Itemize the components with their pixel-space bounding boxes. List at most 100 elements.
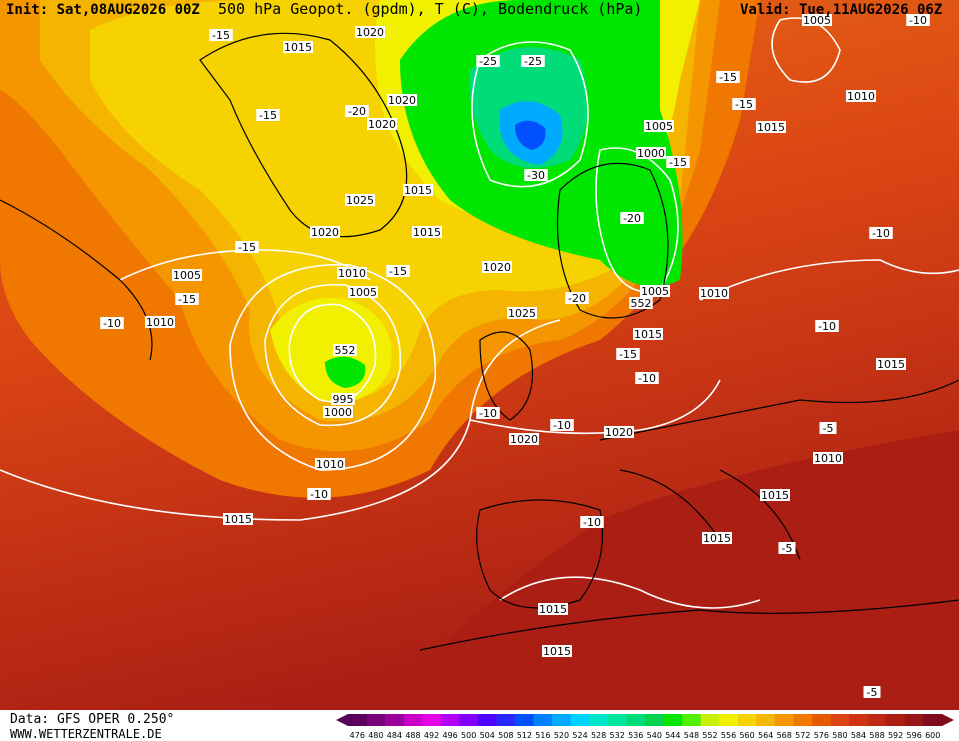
temperature-label-box — [616, 348, 640, 360]
isobar-label-box — [145, 316, 175, 328]
isobar-label: 1015 — [539, 603, 567, 616]
isobar-label: 1010 — [700, 287, 728, 300]
temperature-label-box — [819, 422, 837, 434]
iberia — [476, 499, 604, 609]
temperature-label-box — [635, 372, 659, 384]
colorbar-label: 504 — [480, 731, 495, 740]
isobar-label-box — [345, 194, 375, 206]
temperature-label: -10 — [909, 14, 927, 27]
temperature-label-box — [815, 320, 839, 332]
colorbar-swatch — [496, 714, 516, 726]
isobar-label-box — [507, 307, 537, 319]
colorbar-label: 540 — [647, 731, 662, 740]
isobar-label: 1005 — [645, 120, 673, 133]
colorbar-label: 600 — [925, 731, 940, 740]
map: 1015 1020 1020 1020 1015 1025 1020 1015 1010 1005… — [0, 0, 959, 710]
isobar — [469, 379, 721, 435]
isobar-label-box — [629, 297, 653, 309]
scandinavia — [556, 162, 669, 319]
colorbar-swatch — [682, 714, 702, 726]
colorbar-swatch — [904, 714, 924, 726]
isobar — [229, 263, 437, 471]
colorbar-swatch — [533, 714, 553, 726]
temperature-label: -15 — [178, 293, 196, 306]
isobar-label-box — [315, 458, 345, 470]
colorbar-swatch — [923, 714, 943, 726]
colorbar-label: 592 — [888, 731, 903, 740]
colorbar-label: 492 — [424, 731, 439, 740]
temperature-label-box — [716, 71, 740, 83]
isobar-label: 1015 — [757, 121, 785, 134]
isobar-label: 1010 — [814, 452, 842, 465]
isobar-label-box — [756, 121, 786, 133]
colorbar-label: 588 — [869, 731, 884, 740]
colorbar-label: 496 — [442, 731, 457, 740]
site: WWW.WETTERZENTRALE.DE — [10, 727, 162, 741]
colorbar-label: 520 — [554, 731, 569, 740]
isobar-label: 1010 — [316, 458, 344, 471]
colorbar-swatch — [737, 714, 757, 726]
colorbar-swatch — [830, 714, 850, 726]
temperature-label: -25 — [524, 55, 542, 68]
colorbar-swatch — [348, 714, 368, 726]
isobar — [499, 576, 761, 609]
isobar-label-box — [509, 433, 539, 445]
colorbar-label: 548 — [684, 731, 699, 740]
temperature-label-box — [732, 98, 756, 110]
isobar-label-box — [333, 344, 357, 356]
isobar-label-box — [355, 26, 385, 38]
colorbar-label: 580 — [832, 731, 847, 740]
isobar-label: 1015 — [877, 358, 905, 371]
colorbar-label: 532 — [610, 731, 625, 740]
field-584 — [380, 430, 959, 710]
isobar-label: 1005 — [349, 286, 377, 299]
north-africa — [419, 599, 959, 651]
isobar-label: 552 — [631, 297, 652, 310]
temperature-label: -10 — [103, 317, 121, 330]
temperature-label-box — [550, 419, 574, 431]
init-time: Init: Sat,08AUG2026 00Z — [6, 2, 200, 18]
isobar-label: 1000 — [324, 406, 352, 419]
colorbar-label: 544 — [665, 731, 680, 740]
isobar — [471, 41, 589, 188]
isobar-label: 1005 — [641, 285, 669, 298]
temperature-label: -15 — [669, 156, 687, 169]
colorbar-swatch — [607, 714, 627, 726]
british-isles — [479, 331, 534, 421]
isobar-label: 1005 — [803, 14, 831, 27]
temperature-label-box — [209, 29, 233, 41]
temperature-label: -5 — [823, 422, 834, 435]
colorbar-end — [336, 714, 348, 726]
temperature-label: -10 — [479, 407, 497, 420]
isobar-label: 1010 — [847, 90, 875, 103]
isobar-label: 1020 — [356, 26, 384, 39]
temperature-label-box — [666, 156, 690, 168]
colorbar-swatch — [422, 714, 442, 726]
colorbar-label: 584 — [851, 731, 866, 740]
isobar-label-box — [223, 513, 253, 525]
colorbar-swatch — [403, 714, 423, 726]
isobar-label-box — [760, 489, 790, 501]
colorbar-end — [942, 714, 954, 726]
colorbar-swatch — [477, 714, 497, 726]
colorbar-label: 576 — [814, 731, 829, 740]
colorbar-label: 568 — [777, 731, 792, 740]
isobar — [119, 249, 371, 281]
colorbar-label: 564 — [758, 731, 773, 740]
colorbar-swatch — [589, 714, 609, 726]
colorbar: 476 480 484 488 492 496 500 504 508 512 516 520 524 5… — [336, 714, 954, 740]
colorbar-label: 572 — [795, 731, 810, 740]
colorbar-label: 596 — [907, 731, 922, 740]
temperature-label-box — [256, 109, 280, 121]
isobar-label: 1025 — [508, 307, 536, 320]
isobar-label-box — [813, 452, 843, 464]
isobar-label: 1015 — [404, 184, 432, 197]
isobar-label: 1020 — [388, 94, 416, 107]
colorbar-swatch — [793, 714, 813, 726]
isobar-label: 1015 — [543, 645, 571, 658]
isobar — [0, 319, 561, 521]
isobar-label-box — [604, 426, 634, 438]
temperature-label-box — [345, 105, 369, 117]
temperature-label-box — [521, 55, 545, 67]
